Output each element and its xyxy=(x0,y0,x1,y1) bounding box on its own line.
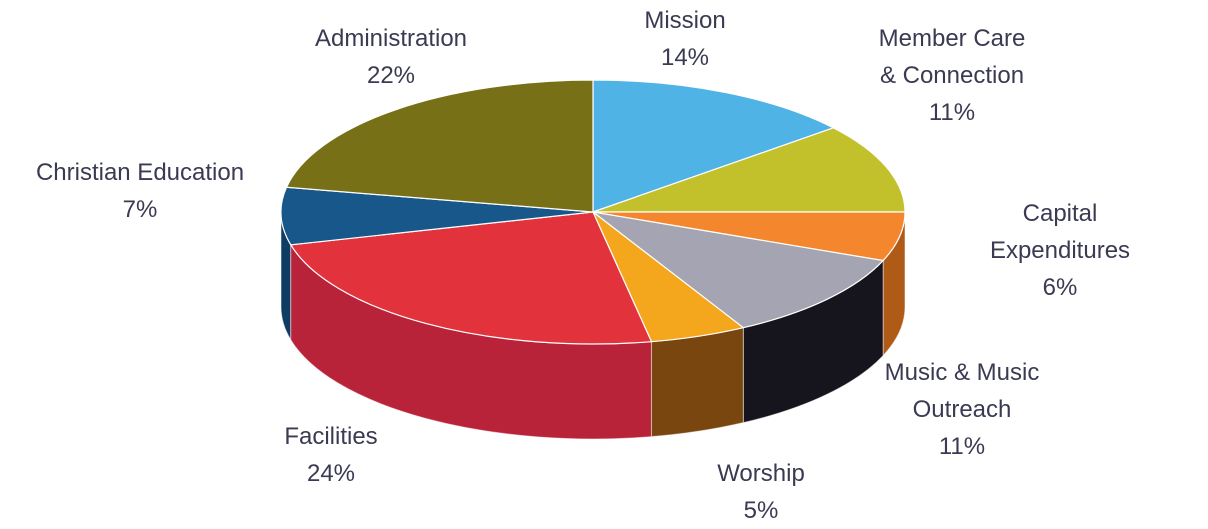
slice-administration xyxy=(285,79,594,213)
slice-label-name: Administration xyxy=(314,25,468,52)
pie-tops xyxy=(280,79,906,345)
slice-label-name: Worship xyxy=(717,460,805,487)
slice-label-percent: 11% xyxy=(928,99,976,127)
slice-label-percent: 6% xyxy=(1042,274,1078,302)
slice-label-name: Facilities xyxy=(284,423,378,450)
slice-label-percent: 7% xyxy=(122,196,158,224)
slice-member-care-connection xyxy=(592,127,906,213)
slice-label-member-care: Member Care & Connection 11% xyxy=(879,20,1026,132)
slice-label-name: Music & Music Outreach xyxy=(884,359,1040,424)
slice-label-percent: 22% xyxy=(366,62,416,90)
slice-label-percent: 11% xyxy=(938,433,986,461)
slice-label-administration: Administration 22% xyxy=(315,20,467,94)
slice-facilities xyxy=(289,211,653,345)
slice-christian-education xyxy=(280,186,594,246)
pie-sides xyxy=(280,211,906,440)
slice-mission xyxy=(592,79,835,213)
slice-label-christian-education: Christian Education 7% xyxy=(36,154,244,228)
slice-label-capital-expenditures: Capital Expenditures 6% xyxy=(986,195,1134,307)
slice-label-name: Mission xyxy=(644,7,726,34)
slice-side-worship xyxy=(650,327,744,438)
slice-label-percent: 5% xyxy=(743,497,779,525)
slice-label-name: Capital Expenditures xyxy=(989,200,1131,265)
slice-label-percent: 24% xyxy=(306,460,356,488)
slice-label-facilities: Facilities 24% xyxy=(284,418,377,492)
slice-label-music-outreach: Music & Music Outreach 11% xyxy=(885,354,1040,466)
slice-label-name: Christian Education xyxy=(35,159,245,186)
slice-music-music-outreach xyxy=(592,211,885,329)
slice-label-worship: Worship 5% xyxy=(717,455,805,529)
slice-label-mission: Mission 14% xyxy=(644,2,725,76)
slice-label-percent: 14% xyxy=(660,44,710,72)
slice-label-name: Member Care & Connection xyxy=(878,25,1026,90)
